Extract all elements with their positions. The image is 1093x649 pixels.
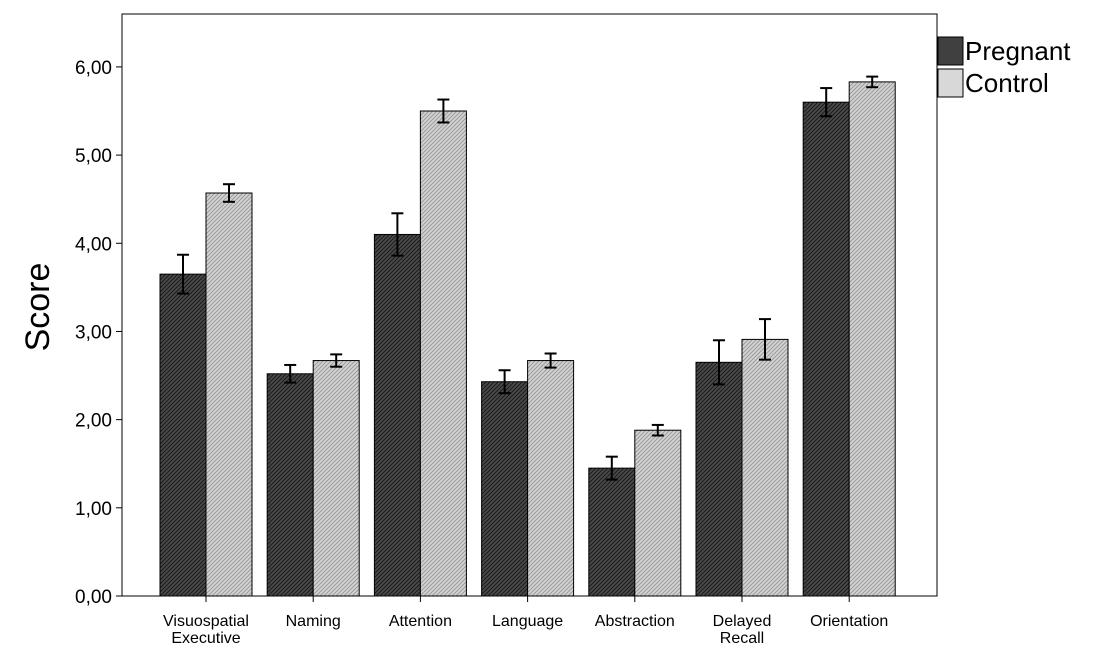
legend-label-control: Control <box>965 68 1049 98</box>
x-tick-label-line: Orientation <box>810 613 888 630</box>
bar-pregnant <box>373 233 421 597</box>
x-tick-label-line: Naming <box>286 613 341 630</box>
x-tick-label: Visuospatial Executive <box>163 613 249 647</box>
y-tick-label: 5,00 <box>75 146 112 167</box>
x-tick-label: Abstraction <box>595 613 675 630</box>
legend-swatch-control <box>937 68 964 98</box>
y-tick-label: 2,00 <box>75 411 112 432</box>
bar-pregnant <box>588 467 636 597</box>
y-tick-label: 1,00 <box>75 499 112 520</box>
y-tick-label: 0,00 <box>75 587 112 608</box>
legend-label-pregnant: Pregnant <box>965 36 1071 66</box>
bar-control <box>634 429 682 597</box>
x-tick-label: Language <box>492 613 563 630</box>
x-tick-label: Delayed Recall <box>713 613 772 647</box>
x-tick-label-line: Visuospatial <box>163 613 249 630</box>
x-tick-label-line: Executive <box>171 630 240 647</box>
bar-control <box>741 338 789 597</box>
bar-pregnant <box>695 361 743 597</box>
bar-control <box>848 81 896 597</box>
y-tick-label: 4,00 <box>75 234 112 255</box>
y-tick-label: 3,00 <box>75 322 112 343</box>
bar-pregnant <box>159 273 207 597</box>
x-tick-label-line: Recall <box>720 630 764 647</box>
bar-pregnant <box>266 373 314 597</box>
bar-pregnant <box>802 101 850 597</box>
bar-control <box>205 192 253 597</box>
legend-swatch-pregnant <box>937 36 964 66</box>
bar-control <box>419 110 467 597</box>
x-tick-label-line: Language <box>492 613 563 630</box>
x-tick-label-line: Attention <box>389 613 452 630</box>
x-tick-label-line: Abstraction <box>595 613 675 630</box>
bar-pregnant <box>481 381 529 597</box>
y-tick-label: 6,00 <box>75 58 112 79</box>
bar-control <box>527 360 575 597</box>
x-tick-label: Attention <box>389 613 452 630</box>
y-axis-label: Score <box>19 263 57 352</box>
x-tick-label: Naming <box>286 613 341 630</box>
x-tick-label-line: Delayed <box>713 613 772 630</box>
x-tick-label: Orientation <box>810 613 888 630</box>
bar-control <box>312 360 360 597</box>
